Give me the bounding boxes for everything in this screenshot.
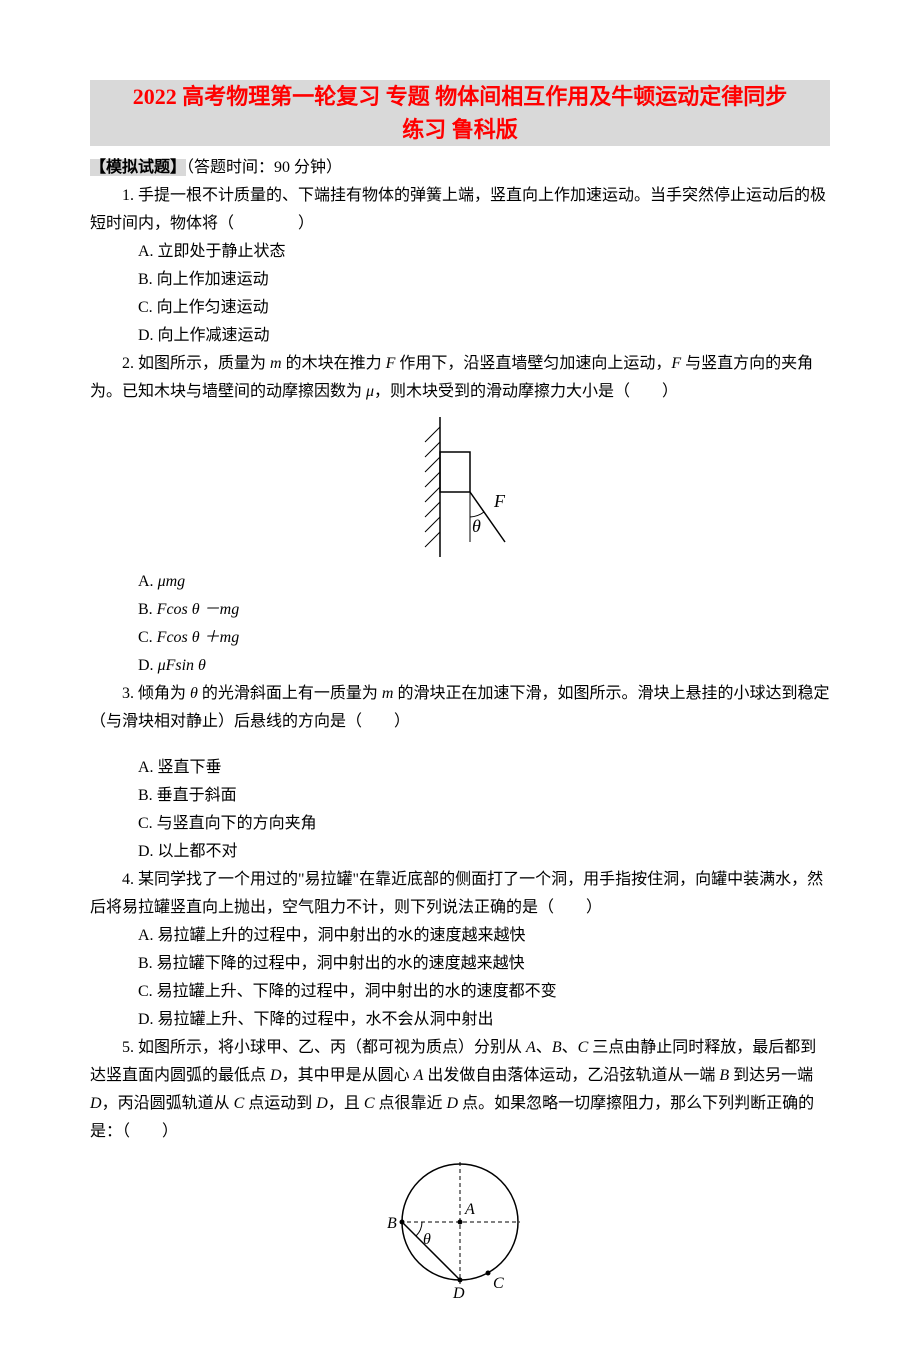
q1-option-a: A. 立即处于静止状态 [90,238,830,266]
q3-text-a: 3. 倾角为 [122,685,190,702]
q3-option-c: C. 与竖直向下的方向夹角 [90,810,830,838]
q2-text-b: 的木块在推力 [282,355,386,372]
q3-stem: 3. 倾角为 θ 的光滑斜面上有一质量为 m 的滑块正在加速下滑，如图所示。滑块… [90,680,830,736]
exam-time: （答题时间：90 分钟） [186,159,342,176]
title-line-1: 2022 高考物理第一轮复习 专题 物体间相互作用及牛顿运动定律同步 [133,84,788,109]
q5-label-theta: θ [423,1231,431,1248]
q3-option-b: B. 垂直于斜面 [90,782,830,810]
q5-stem: 5. 如图所示，将小球甲、乙、丙（都可视为质点）分别从 A、B、C 三点由静止同… [90,1034,830,1146]
q3-option-d: D. 以上都不对 [90,838,830,866]
q3-option-a: A. 竖直下垂 [90,754,830,782]
q2-text-c: 作用下，沿竖直墙壁匀加速向上运动， [395,355,671,372]
title-line-2: 练习 鲁科版 [402,117,518,142]
q4-option-b: B. 易拉罐下降的过程中，洞中射出的水的速度越来越快 [90,950,830,978]
q2-var-f1: F [386,355,396,372]
q1-option-c: C. 向上作匀速运动 [90,294,830,322]
q3-var-theta: θ [190,685,198,702]
q5-label-c: C [493,1275,504,1292]
q4-option-d: D. 易拉罐上升、下降的过程中，水不会从洞中射出 [90,1006,830,1034]
q5-diagram-svg: A B C D θ [365,1152,555,1302]
q4-option-c: C. 易拉罐上升、下降的过程中，洞中射出的水的速度都不变 [90,978,830,1006]
q5-label-d: D [452,1285,465,1302]
q1-option-d: D. 向上作减速运动 [90,322,830,350]
q3-text-b: 的光滑斜面上有一质量为 [198,685,382,702]
q2-option-d: D. μFsin θ [90,652,830,680]
q2-label-f: F [493,491,506,511]
q2-stem: 2. 如图所示，质量为 m 的木块在推力 F 作用下，沿竖直墙壁匀加速向上运动，… [90,350,830,406]
q2-var-m: m [270,355,282,372]
q1-stem: 1. 手提一根不计质量的、下端挂有物体的弹簧上端，竖直向上作加速运动。当手突然停… [90,182,830,238]
q2-text-a: 2. 如图所示，质量为 [122,355,270,372]
q2-label-theta: θ [472,516,481,536]
q2-text-e: ，则木块受到的滑动摩擦力大小是（ ） [374,383,678,400]
q2-option-c: C. Fcos θ ＋mg [90,624,830,652]
q4-option-a: A. 易拉罐上升的过程中，洞中射出的水的速度越来越快 [90,922,830,950]
q3-var-m: m [382,685,394,702]
q5-label-a: A [464,1201,475,1218]
q2-diagram-svg: F θ [400,412,520,562]
q5-label-b: B [387,1215,397,1232]
q2-option-a: A. μmg [90,568,830,596]
q2-var-f2: F [671,355,681,372]
q1-option-b: B. 向上作加速运动 [90,266,830,294]
q4-stem: 4. 某同学找了一个用过的"易拉罐"在靠近底部的侧面打了一个洞，用手指按住洞，向… [90,866,830,922]
q3-spacer [90,736,830,754]
q2-figure: F θ [90,412,830,562]
q2-var-mu: μ [366,383,374,400]
main-title: 2022 高考物理第一轮复习 专题 物体间相互作用及牛顿运动定律同步 练习 鲁科… [90,80,830,146]
q5-figure: A B C D θ [90,1152,830,1302]
document-page: 2022 高考物理第一轮复习 专题 物体间相互作用及牛顿运动定律同步 练习 鲁科… [0,0,920,1348]
q2-option-b: B. Fcos θ －mg [90,596,830,624]
exam-header-line: 【模拟试题】（答题时间：90 分钟） [90,154,830,182]
exam-label: 【模拟试题】 [90,159,186,176]
